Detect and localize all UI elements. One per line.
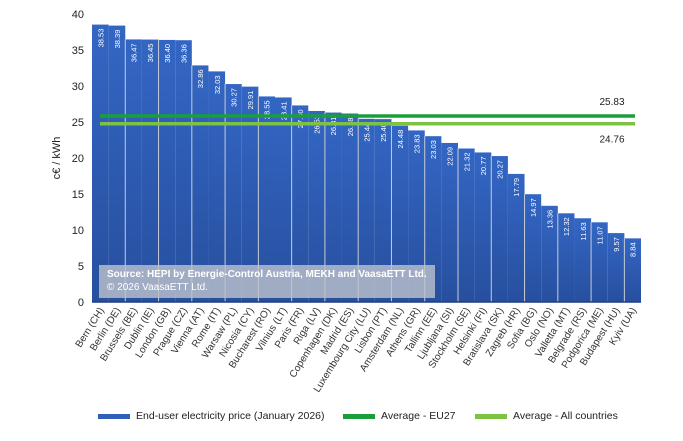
legend-label: End-user electricity price (January 2026… (136, 410, 325, 422)
y-tick-label: 15 (72, 189, 84, 201)
y-tick-label: 0 (78, 297, 84, 309)
bar (108, 25, 126, 302)
bar (308, 110, 325, 302)
bar-value-label: 14.97 (529, 198, 538, 217)
bar-value-label: 23.83 (412, 134, 421, 153)
bar (624, 238, 641, 302)
y-tick-label: 40 (72, 9, 84, 21)
legend-swatch (98, 413, 130, 419)
bar (541, 205, 558, 302)
y-axis-label: c€ / kWh (51, 137, 63, 180)
bar (557, 213, 575, 302)
average-line-label: 25.83 (599, 97, 624, 108)
bar-value-label: 17.79 (512, 178, 521, 197)
bar-value-label: 32.03 (213, 75, 222, 94)
bar-value-label: 26.18 (346, 118, 355, 137)
bar-value-label: 20.77 (479, 156, 488, 175)
bar (391, 125, 409, 302)
bar (141, 39, 159, 303)
bar (341, 113, 359, 302)
bar-value-label: 20.27 (496, 160, 505, 179)
legend-label: Average - EU27 (381, 410, 456, 422)
bar-value-label: 28.55 (263, 100, 272, 119)
bar (591, 222, 608, 302)
bar-value-label: 26.31 (329, 117, 338, 136)
bar-value-label: 8.84 (629, 242, 638, 257)
bar (125, 39, 142, 302)
bar (241, 86, 259, 302)
bar (507, 173, 525, 302)
bar (474, 152, 492, 302)
bar-value-label: 11.07 (595, 226, 604, 244)
bar-value-label: 27.30 (296, 109, 305, 128)
bar-value-label: 22.09 (446, 147, 455, 166)
bar-value-label: 11.63 (579, 222, 588, 240)
bar (92, 24, 109, 303)
legend-swatch (475, 413, 507, 419)
bar (358, 118, 375, 302)
bar-value-label: 29.91 (246, 91, 255, 110)
bar (258, 96, 275, 302)
y-tick-label: 35 (72, 45, 84, 57)
bar (324, 112, 342, 303)
bar (607, 233, 625, 302)
bar (275, 97, 292, 302)
bar-value-label: 13.36 (546, 210, 555, 229)
bar (208, 71, 226, 302)
y-tick-label: 25 (72, 117, 84, 129)
bar-value-label: 12.32 (562, 217, 571, 236)
bar-value-label: 38.39 (113, 30, 122, 49)
y-tick-label: 5 (78, 261, 84, 273)
bar-value-label: 32.86 (196, 69, 205, 88)
y-tick-label: 30 (72, 81, 84, 93)
bar-value-label: 23.03 (429, 140, 438, 159)
legend-item-eu27: Average - EU27 (343, 410, 456, 422)
bar (175, 40, 192, 302)
bar-value-label: 36.45 (146, 44, 155, 63)
bar (574, 218, 592, 302)
bar (424, 136, 442, 302)
bar (441, 142, 458, 302)
bar (491, 156, 508, 302)
legend-label: Average - All countries (513, 410, 618, 422)
y-tick-label: 20 (72, 153, 84, 165)
average-line-label: 24.76 (599, 135, 624, 146)
bar-value-label: 38.53 (96, 29, 105, 48)
bar (225, 84, 242, 302)
legend-item-all: Average - All countries (475, 410, 618, 422)
source-note: Source: HEPI by Energie-Control Austria,… (99, 265, 435, 298)
bar (408, 130, 425, 302)
bar (158, 39, 176, 303)
legend-swatch (343, 413, 375, 419)
bar-value-label: 9.57 (612, 237, 621, 252)
y-tick-label: 10 (72, 225, 84, 237)
source-line: Source: HEPI by Energie-Control Austria,… (107, 269, 427, 280)
bar (374, 119, 392, 303)
bar-value-label: 36.40 (163, 44, 172, 63)
bar-value-label: 36.47 (130, 43, 139, 62)
bar (458, 148, 475, 302)
copyright-line: © 2026 VaasaETT Ltd. (107, 282, 208, 293)
bar-value-label: 25.40 (379, 123, 388, 142)
bar-value-label: 36.36 (180, 44, 189, 63)
legend-item-bars: End-user electricity price (January 2026… (98, 410, 325, 422)
bar-value-label: 24.48 (396, 130, 405, 149)
bar-value-label: 30.27 (229, 88, 238, 107)
bar-value-label: 21.32 (462, 152, 471, 171)
bar (291, 105, 309, 302)
bar-value-label: 28.41 (279, 101, 288, 120)
bar-value-label: 25.44 (363, 123, 372, 142)
bar (524, 194, 542, 302)
